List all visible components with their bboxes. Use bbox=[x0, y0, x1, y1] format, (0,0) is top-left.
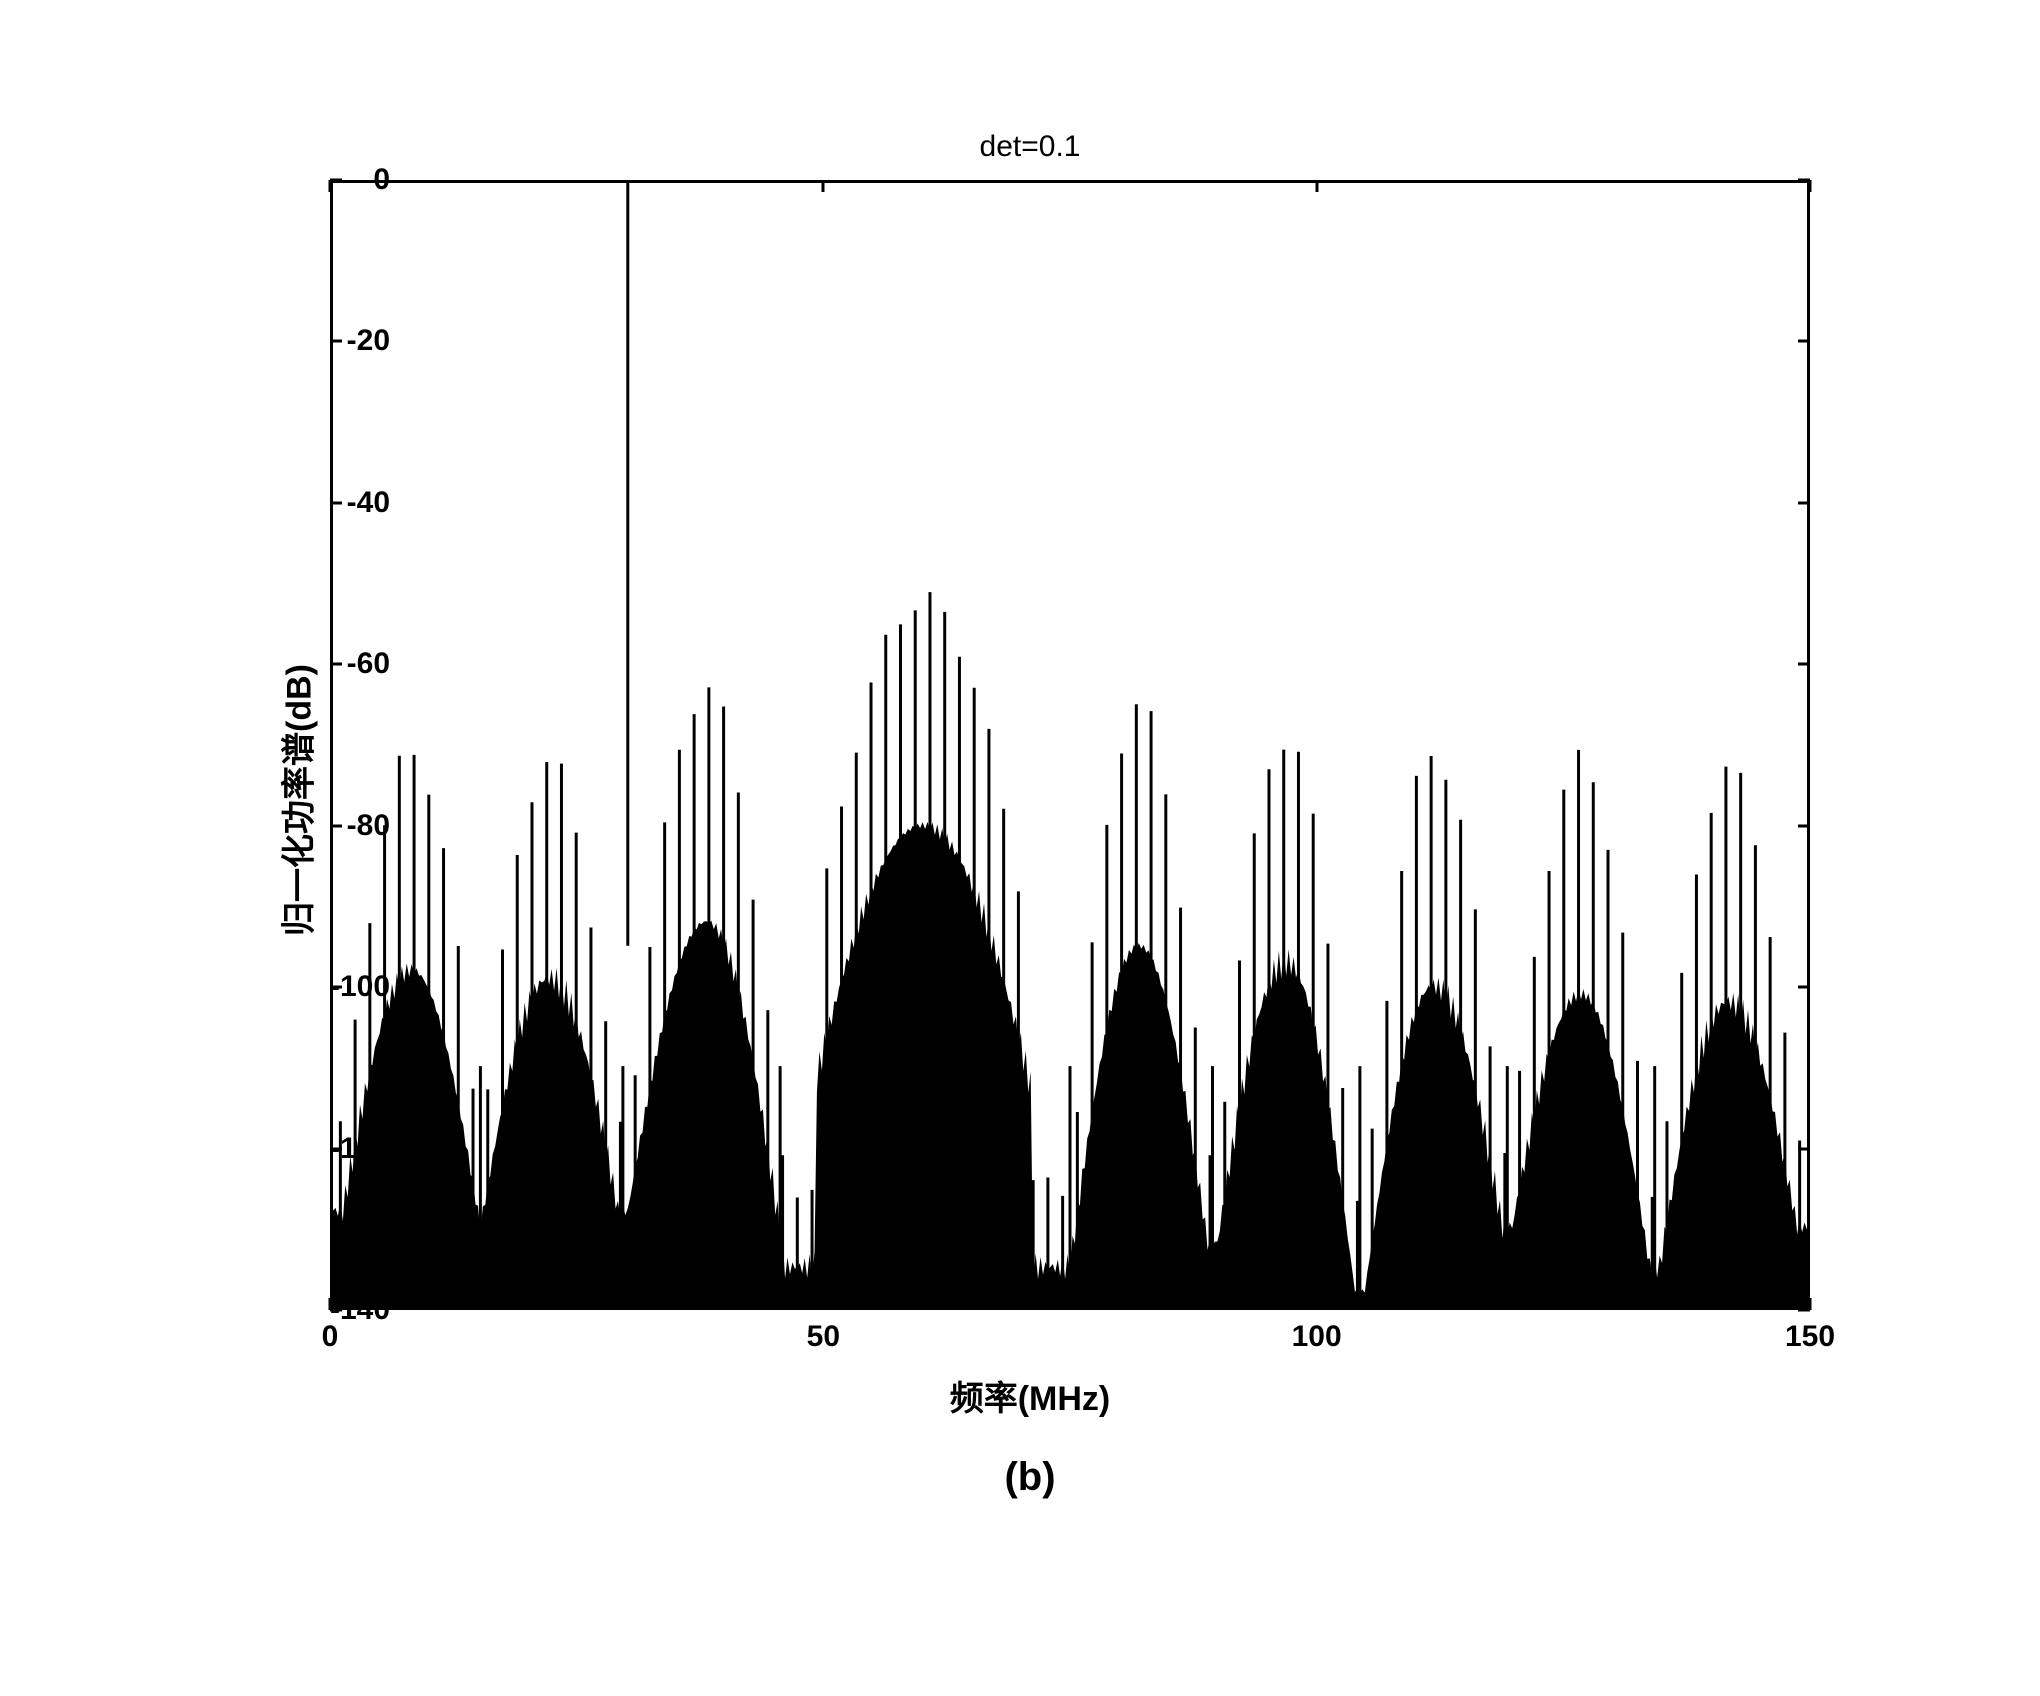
x-tick bbox=[822, 180, 825, 192]
x-tick-label: 150 bbox=[1785, 1320, 1835, 1354]
y-tick-label: 0 bbox=[310, 163, 390, 197]
subplot-label: (b) bbox=[180, 1455, 1880, 1500]
x-tick-label: 50 bbox=[807, 1320, 840, 1354]
y-tick-label: -40 bbox=[310, 486, 390, 520]
y-tick-label: -80 bbox=[310, 809, 390, 843]
x-tick bbox=[329, 180, 332, 192]
y-tick bbox=[330, 340, 342, 343]
x-tick bbox=[1315, 1298, 1318, 1310]
x-tick bbox=[822, 1298, 825, 1310]
x-tick-label: 100 bbox=[1292, 1320, 1342, 1354]
x-tick-label: 0 bbox=[322, 1320, 339, 1354]
y-tick bbox=[1798, 340, 1810, 343]
x-tick bbox=[1315, 180, 1318, 192]
y-tick bbox=[330, 179, 342, 182]
y-tick-label: -100 bbox=[310, 970, 390, 1004]
y-tick bbox=[1798, 663, 1810, 666]
y-tick bbox=[330, 824, 342, 827]
y-tick bbox=[330, 986, 342, 989]
x-tick bbox=[1809, 180, 1812, 192]
chart-title: det=0.1 bbox=[180, 130, 1880, 164]
y-tick-label: -20 bbox=[310, 324, 390, 358]
y-tick bbox=[1798, 824, 1810, 827]
y-tick bbox=[1798, 501, 1810, 504]
chart-container: det=0.1 归一化功率谱(dB) -140-120-100-80-60-40… bbox=[180, 100, 1880, 1500]
y-tick bbox=[330, 501, 342, 504]
y-tick bbox=[1798, 986, 1810, 989]
plot-area bbox=[330, 180, 1810, 1310]
x-tick bbox=[1809, 1298, 1812, 1310]
y-tick bbox=[330, 1309, 342, 1312]
y-tick-label: -60 bbox=[310, 647, 390, 681]
y-tick bbox=[1798, 1147, 1810, 1150]
x-tick bbox=[329, 1298, 332, 1310]
y-tick-label: -120 bbox=[310, 1132, 390, 1166]
y-axis-label: 归一化功率谱(dB) bbox=[271, 664, 320, 936]
y-tick bbox=[330, 1147, 342, 1150]
spectrum-plot-svg bbox=[333, 183, 1807, 1307]
x-axis-label: 频率(MHz) bbox=[180, 1371, 1880, 1420]
y-tick bbox=[330, 663, 342, 666]
